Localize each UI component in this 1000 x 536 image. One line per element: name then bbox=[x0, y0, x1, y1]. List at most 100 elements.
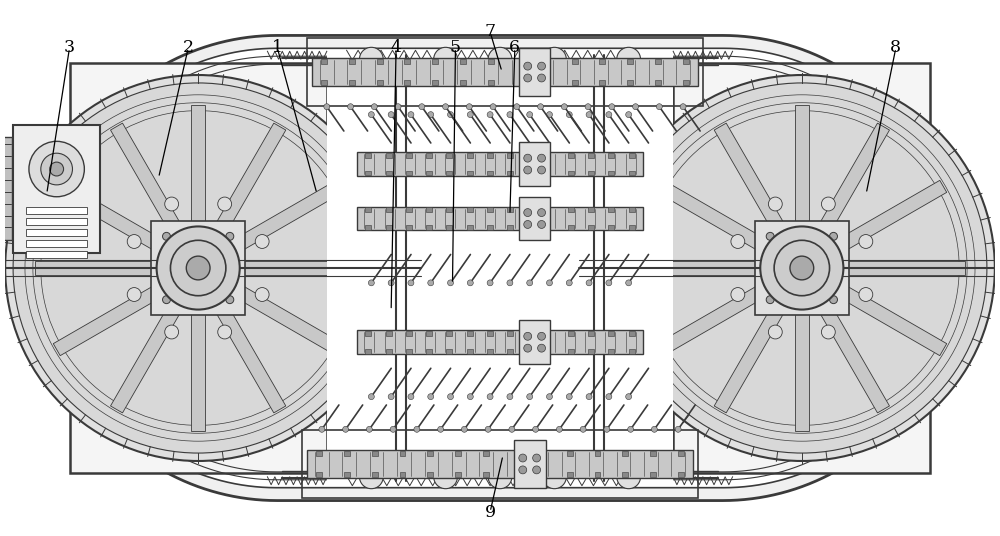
Circle shape bbox=[524, 220, 532, 228]
Bar bbox=[400, 451, 405, 456]
Polygon shape bbox=[830, 261, 965, 275]
Circle shape bbox=[586, 280, 592, 286]
Bar bbox=[507, 331, 513, 336]
Bar bbox=[572, 80, 578, 85]
Circle shape bbox=[487, 393, 493, 400]
Bar bbox=[519, 48, 550, 96]
Circle shape bbox=[359, 47, 383, 71]
Polygon shape bbox=[206, 123, 286, 248]
Bar bbox=[629, 207, 635, 212]
Circle shape bbox=[514, 104, 520, 110]
Bar bbox=[386, 348, 392, 354]
Circle shape bbox=[343, 426, 349, 432]
Polygon shape bbox=[639, 261, 774, 275]
Circle shape bbox=[798, 296, 806, 303]
Bar bbox=[519, 197, 550, 240]
Bar bbox=[488, 59, 494, 64]
Bar bbox=[321, 80, 327, 85]
Bar bbox=[316, 472, 322, 477]
Circle shape bbox=[830, 296, 837, 303]
Bar bbox=[400, 472, 405, 477]
Circle shape bbox=[467, 393, 473, 400]
Bar bbox=[406, 170, 412, 175]
Circle shape bbox=[543, 465, 566, 489]
Bar bbox=[26, 240, 87, 247]
Circle shape bbox=[766, 296, 774, 303]
Circle shape bbox=[388, 280, 394, 286]
Circle shape bbox=[524, 344, 532, 352]
Circle shape bbox=[29, 142, 84, 197]
Circle shape bbox=[821, 197, 835, 211]
Circle shape bbox=[586, 393, 592, 400]
Bar bbox=[519, 143, 550, 186]
Circle shape bbox=[859, 288, 873, 301]
Polygon shape bbox=[53, 180, 178, 260]
Bar bbox=[406, 153, 412, 158]
Circle shape bbox=[368, 393, 374, 400]
Bar bbox=[312, 58, 698, 86]
Bar bbox=[404, 59, 410, 64]
Bar bbox=[344, 451, 350, 456]
Bar bbox=[568, 348, 574, 354]
Circle shape bbox=[527, 393, 533, 400]
Polygon shape bbox=[714, 288, 794, 413]
Bar bbox=[608, 170, 614, 175]
Bar bbox=[426, 170, 432, 175]
Bar bbox=[386, 331, 392, 336]
Bar bbox=[568, 225, 574, 230]
Polygon shape bbox=[206, 288, 286, 413]
Circle shape bbox=[566, 393, 572, 400]
Bar bbox=[26, 251, 87, 258]
Bar bbox=[608, 348, 614, 354]
Bar bbox=[507, 153, 513, 158]
Circle shape bbox=[633, 104, 639, 110]
Circle shape bbox=[617, 47, 641, 71]
Polygon shape bbox=[191, 105, 205, 240]
Bar bbox=[327, 50, 673, 486]
Bar bbox=[406, 207, 412, 212]
Bar bbox=[386, 207, 392, 212]
Text: 5: 5 bbox=[450, 39, 461, 56]
Circle shape bbox=[507, 111, 513, 117]
Circle shape bbox=[461, 426, 467, 432]
Bar bbox=[608, 207, 614, 212]
Circle shape bbox=[428, 393, 434, 400]
Bar bbox=[629, 153, 635, 158]
Polygon shape bbox=[111, 123, 190, 248]
Bar bbox=[432, 80, 438, 85]
Bar bbox=[514, 440, 546, 488]
Bar bbox=[608, 153, 614, 158]
Circle shape bbox=[798, 233, 806, 240]
Circle shape bbox=[524, 62, 532, 70]
Circle shape bbox=[675, 426, 681, 432]
Bar bbox=[683, 80, 689, 85]
Circle shape bbox=[606, 280, 612, 286]
Circle shape bbox=[547, 393, 552, 400]
Bar bbox=[629, 331, 635, 336]
Bar bbox=[567, 472, 573, 477]
Bar bbox=[446, 207, 452, 212]
Text: 7: 7 bbox=[485, 24, 496, 40]
Circle shape bbox=[533, 454, 541, 462]
Bar bbox=[446, 348, 452, 354]
Circle shape bbox=[524, 209, 532, 217]
Bar bbox=[307, 450, 693, 478]
Circle shape bbox=[538, 344, 546, 352]
Circle shape bbox=[626, 111, 632, 117]
Bar bbox=[622, 451, 628, 456]
Circle shape bbox=[448, 111, 453, 117]
Circle shape bbox=[50, 162, 64, 176]
Text: 8: 8 bbox=[890, 39, 901, 56]
Bar bbox=[427, 451, 433, 456]
Bar bbox=[572, 59, 578, 64]
Circle shape bbox=[324, 104, 330, 110]
Circle shape bbox=[507, 393, 513, 400]
Bar bbox=[683, 59, 689, 64]
Bar bbox=[26, 207, 87, 214]
Circle shape bbox=[408, 280, 414, 286]
Bar bbox=[365, 331, 371, 336]
Circle shape bbox=[821, 325, 835, 339]
Circle shape bbox=[766, 264, 774, 272]
Circle shape bbox=[419, 104, 425, 110]
Circle shape bbox=[170, 240, 226, 296]
